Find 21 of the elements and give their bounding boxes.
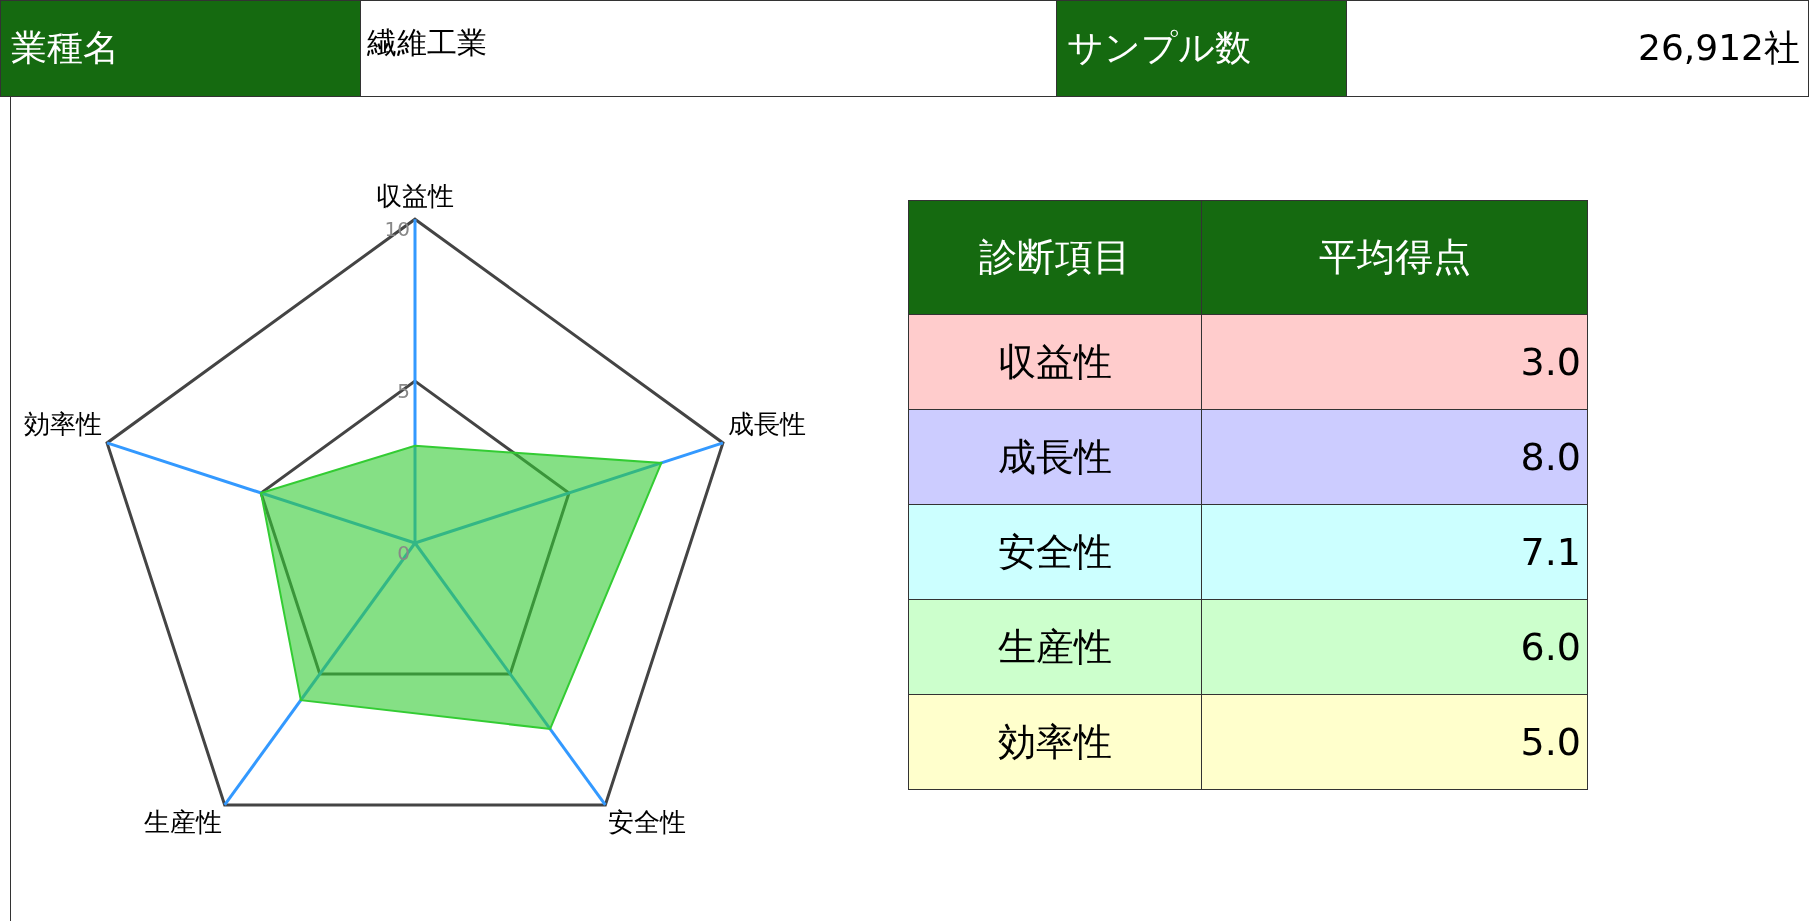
text: 8.0 xyxy=(1520,435,1581,479)
category-label: 生産性 xyxy=(998,624,1112,669)
text: 業種名 xyxy=(1,1,361,96)
category-label: 収益性 xyxy=(998,339,1112,384)
spoke-label: 生産性 xyxy=(143,807,222,838)
category-label: 安全性 xyxy=(998,529,1112,574)
spoke-label: 効率性 xyxy=(24,408,103,439)
category-label: 効率性 xyxy=(998,719,1112,764)
spoke-label: 安全性 xyxy=(608,807,687,838)
text: 6.0 xyxy=(1520,625,1581,669)
spoke-label: 成長性 xyxy=(727,408,806,439)
text: 診断項目 xyxy=(908,200,1202,315)
text: 繊維工業 xyxy=(360,1,1057,96)
text: サンプル数 xyxy=(1056,1,1347,96)
text: 平均得点 xyxy=(1201,200,1588,315)
text: 3.0 xyxy=(1520,340,1581,384)
text: 7.1 xyxy=(1520,530,1581,574)
spoke-label: 収益性 xyxy=(376,181,454,212)
text: 5.0 xyxy=(1520,720,1581,764)
text: 26,912社 xyxy=(1637,26,1801,70)
category-label: 成長性 xyxy=(998,434,1112,479)
